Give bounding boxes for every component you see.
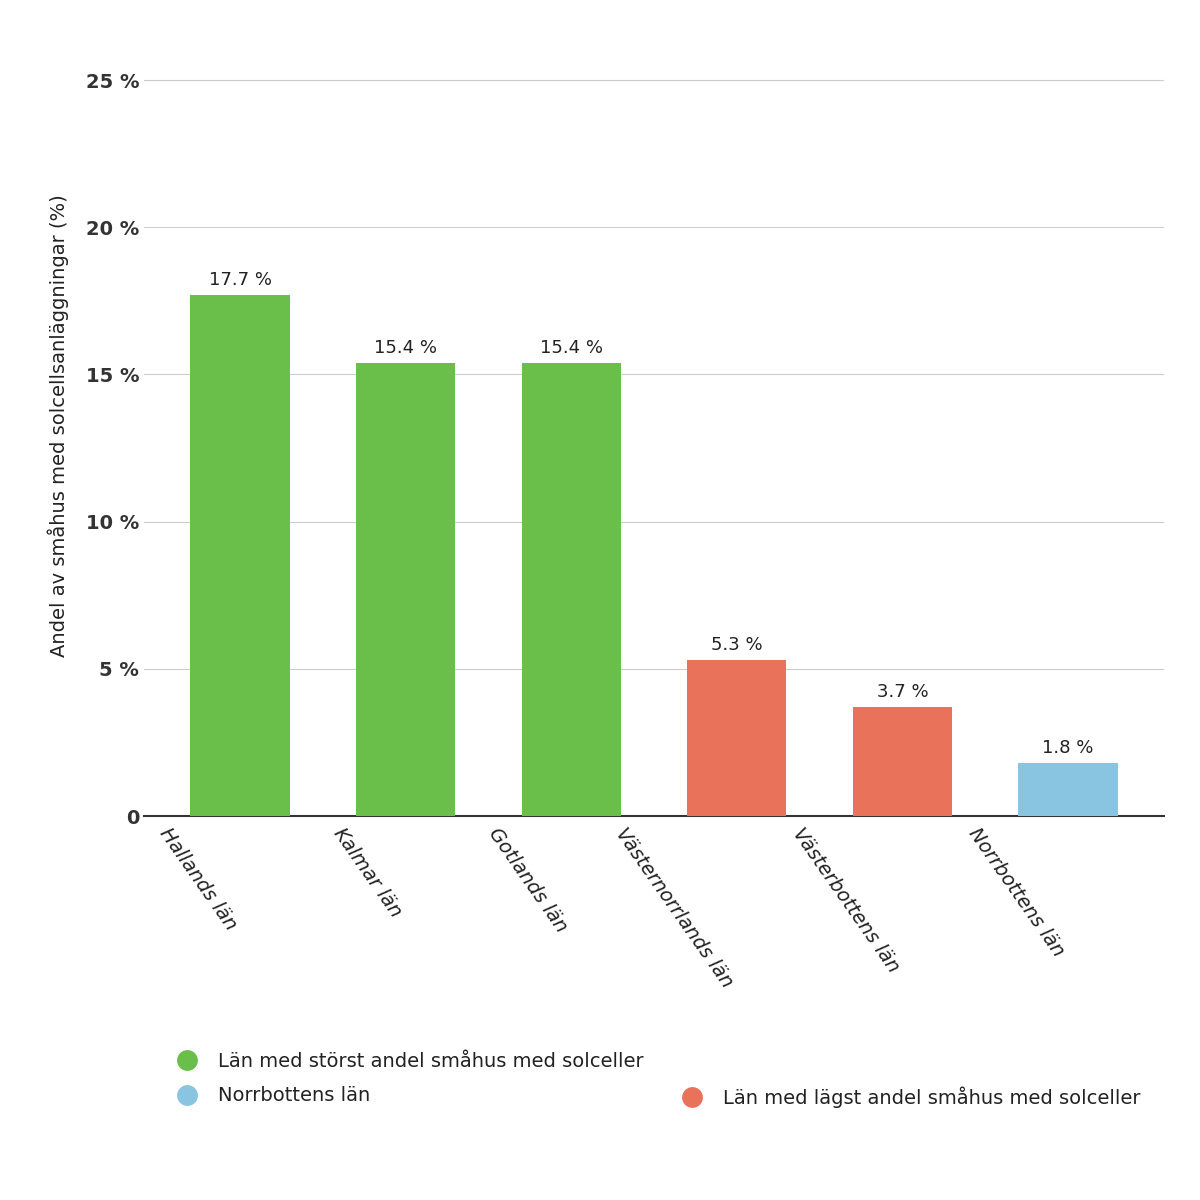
Text: 15.4 %: 15.4 %	[540, 338, 602, 356]
Text: 3.7 %: 3.7 %	[876, 683, 928, 701]
Text: 15.4 %: 15.4 %	[374, 338, 437, 356]
Text: 17.7 %: 17.7 %	[209, 271, 271, 289]
Bar	[688, 660, 786, 816]
Bar	[522, 362, 620, 816]
Legend: Län med störst andel småhus med solceller, Norrbottens län, , Län med lägst ande: Län med störst andel småhus med solcelle…	[160, 1044, 1148, 1116]
Bar	[191, 295, 289, 816]
Y-axis label: Andel av småhus med solcellsanläggningar (%): Andel av småhus med solcellsanläggningar…	[48, 194, 68, 658]
Bar	[356, 362, 455, 816]
Bar	[1019, 763, 1117, 816]
Text: 5.3 %: 5.3 %	[710, 636, 763, 654]
Text: 1.8 %: 1.8 %	[1043, 739, 1093, 757]
Bar	[853, 707, 952, 816]
